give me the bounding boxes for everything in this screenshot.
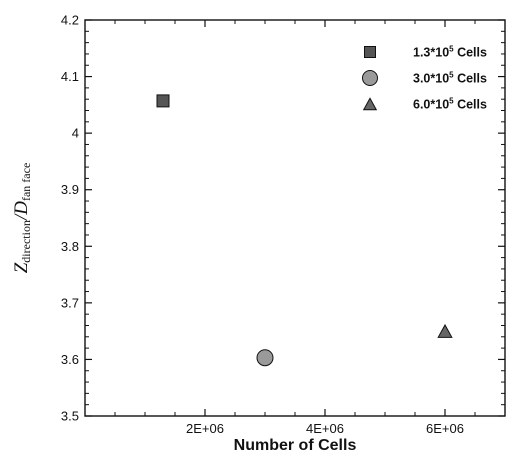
legend: 1.3*105 Cells 3.0*105 Cells 6.0*105 Cells bbox=[362, 45, 487, 112]
legend-label: 6.0*105 Cells bbox=[413, 97, 487, 112]
y-tick-label: 3.6 bbox=[61, 352, 79, 367]
legend-label: 1.3*105 Cells bbox=[413, 45, 487, 60]
x-tick-label: 6E+06 bbox=[426, 421, 464, 436]
data-point-triangle bbox=[437, 323, 453, 338]
legend-marker-circle bbox=[362, 70, 378, 86]
legend-marker-triangle bbox=[362, 97, 378, 111]
y-axis-title: Zdirection/Dfan face bbox=[11, 163, 33, 274]
y-axis: 3.5 3.6 3.7 3.8 3.9 4 4.1 4.2 bbox=[61, 13, 505, 424]
data-points bbox=[156, 94, 453, 367]
x-axis: 2E+06 4E+06 6E+06 bbox=[114, 20, 476, 436]
y-tick-label: 3.8 bbox=[61, 239, 79, 254]
legend-marker-square bbox=[364, 46, 376, 58]
y-tick-label: 3.9 bbox=[61, 182, 79, 197]
y-tick-label: 4.2 bbox=[61, 13, 79, 28]
data-point-circle bbox=[256, 349, 274, 367]
data-point-square bbox=[156, 94, 170, 108]
y-tick-label: 4.1 bbox=[61, 69, 79, 84]
y-tick-label: 4 bbox=[72, 126, 79, 141]
legend-label: 3.0*105 Cells bbox=[413, 71, 487, 86]
x-tick-label: 2E+06 bbox=[186, 421, 224, 436]
y-tick-label: 3.5 bbox=[61, 409, 79, 424]
y-tick-label: 3.7 bbox=[61, 295, 79, 310]
x-axis-title: Number of Cells bbox=[234, 437, 357, 454]
x-tick-label: 4E+06 bbox=[306, 421, 344, 436]
